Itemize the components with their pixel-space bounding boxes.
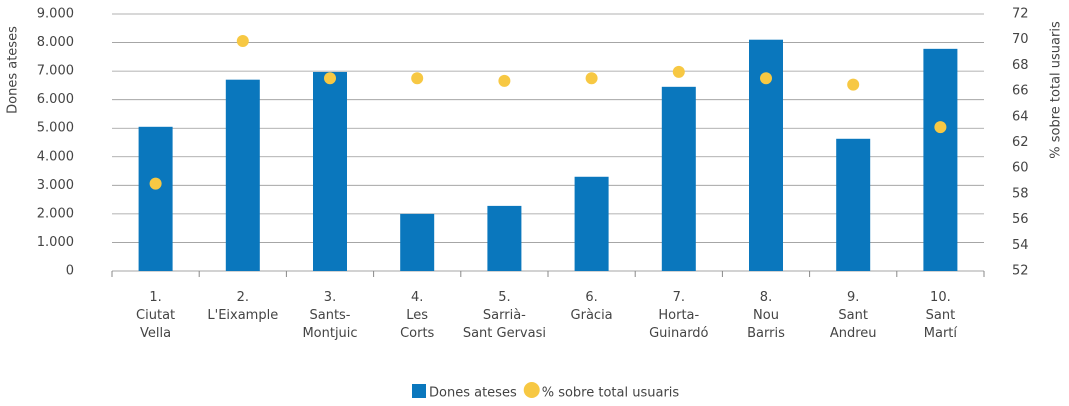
- x-tick-label: 3. Sants- Montjuic: [302, 290, 357, 341]
- y2-tick-label: 60: [1012, 161, 1029, 176]
- y2-tick-label: 72: [1012, 7, 1029, 22]
- y-tick-label: 2.000: [37, 206, 74, 221]
- point: [585, 72, 598, 85]
- y2-tick-label: 58: [1012, 186, 1029, 201]
- x-tick-label-line: L'Eixample: [207, 308, 278, 323]
- x-tick-label-line: 9.: [847, 290, 859, 305]
- y2-tick-label: 56: [1012, 212, 1029, 227]
- point: [934, 121, 947, 134]
- x-tick-label-line: 6.: [585, 290, 597, 305]
- x-tick-label-line: Nou: [753, 308, 779, 323]
- point: [847, 78, 860, 91]
- point: [760, 72, 772, 85]
- y-tick-label: 7.000: [37, 64, 74, 79]
- x-tick-label-line: Guinardó: [649, 326, 708, 341]
- x-tick-label-line: 10.: [930, 290, 951, 305]
- point: [324, 72, 336, 85]
- point: [672, 65, 685, 78]
- y2-tick-label: 68: [1012, 58, 1029, 73]
- bar: [836, 138, 871, 271]
- x-tick-label-line: 7.: [673, 290, 685, 305]
- y-axis-label: Dones ateses: [6, 26, 21, 114]
- y2-tick-label: 64: [1012, 109, 1029, 124]
- x-tick-label-line: Sant Gervasi: [463, 326, 546, 341]
- y2-tick-label: 66: [1012, 84, 1029, 99]
- y-tick-label: 4.000: [37, 149, 74, 164]
- y-tick-label: 5.000: [37, 121, 74, 136]
- bar: [574, 176, 609, 271]
- bar: [225, 79, 260, 271]
- bar: [923, 48, 958, 272]
- bar: [138, 126, 173, 272]
- legend-swatch: [523, 382, 540, 398]
- bar: [313, 71, 347, 272]
- legend-swatch: [412, 384, 426, 398]
- bar: [487, 205, 522, 271]
- x-tick-label-line: Ciutat: [136, 308, 175, 323]
- x-tick-label-line: Sants-: [309, 308, 350, 323]
- y-tick-label: 9.000: [37, 7, 74, 22]
- y-tick-label: 0: [66, 264, 74, 279]
- x-tick-label-line: Vella: [140, 326, 171, 341]
- x-tick-label: 6. Gràcia: [571, 290, 613, 323]
- x-tick-label: 7. Horta- Guinardó: [649, 290, 708, 341]
- x-tick-label-line: 4.: [411, 290, 423, 305]
- x-tick-label: 2. L'Eixample: [207, 290, 278, 323]
- point: [149, 177, 162, 190]
- y2-tick-label: 62: [1012, 135, 1029, 150]
- bar: [400, 213, 435, 271]
- x-tick-label-line: Sant: [926, 308, 956, 323]
- x-tick-label-line: Sarrià-: [483, 308, 526, 323]
- x-tick-label-line: 5.: [498, 290, 510, 305]
- y-tick-label: 1.000: [37, 235, 74, 250]
- point: [498, 74, 511, 87]
- legend-label: % sobre total usuaris: [542, 386, 680, 401]
- x-tick-label-line: 1.: [149, 290, 161, 305]
- x-tick-label-line: Montjuic: [302, 326, 357, 341]
- y-tick-label: 3.000: [37, 178, 74, 193]
- x-tick-label: 8. Nou Barris: [747, 290, 785, 341]
- y2-tick-label: 52: [1012, 264, 1029, 279]
- x-tick-label-line: 3.: [324, 290, 336, 305]
- x-tick-label: 10. Sant Martí: [924, 290, 958, 341]
- x-tick-label: 5. Sarrià- Sant Gervasi: [463, 290, 546, 341]
- point: [411, 72, 424, 85]
- x-tick-label-line: 8.: [760, 290, 772, 305]
- y2-axis-label: % sobre total usuaris: [1049, 21, 1064, 159]
- bar: [661, 86, 696, 271]
- x-tick-label-line: Andreu: [830, 326, 877, 341]
- x-tick-label-line: Barris: [747, 326, 785, 341]
- x-tick-label-line: Horta-: [658, 308, 699, 323]
- y2-tick-label: 70: [1012, 32, 1029, 47]
- y2-tick-label: 54: [1012, 238, 1029, 253]
- x-tick-label-line: 2.: [237, 290, 249, 305]
- x-tick-label: 1. Ciutat Vella: [136, 290, 175, 341]
- y-tick-label: 8.000: [37, 35, 74, 50]
- point: [236, 34, 249, 47]
- x-tick-label-line: Les: [406, 308, 428, 323]
- x-tick-label-line: Martí: [924, 326, 958, 341]
- y-tick-label: 6.000: [37, 92, 74, 107]
- x-tick-label: 9. Sant Andreu: [830, 290, 877, 341]
- legend-label: Dones ateses: [429, 386, 517, 401]
- x-tick-label-line: Gràcia: [571, 308, 613, 323]
- x-tick-label: 4. Les Corts: [400, 290, 434, 341]
- x-tick-label-line: Corts: [400, 326, 434, 341]
- x-tick-label-line: Sant: [838, 308, 868, 323]
